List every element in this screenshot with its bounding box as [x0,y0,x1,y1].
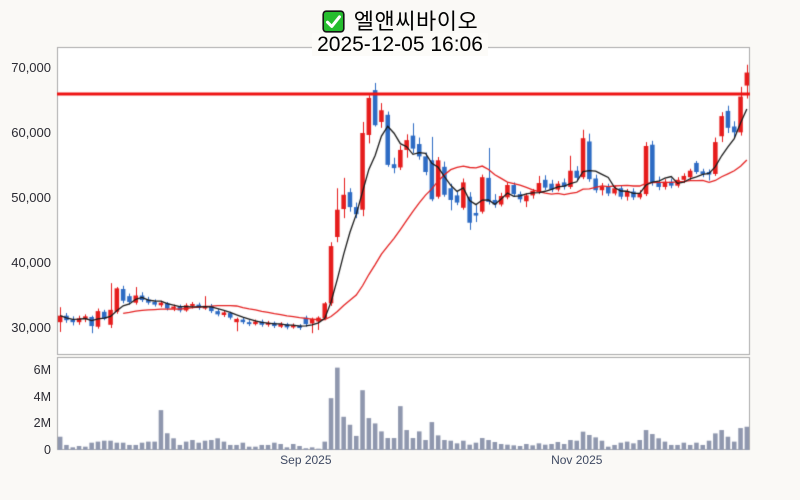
price-tick-label: 40,000 [11,255,51,271]
price-tick-label: 70,000 [11,59,51,75]
stock-name: 엘앤씨바이오 [353,9,479,34]
month-label: Sep 2025 [280,453,332,467]
chart-datetime: 2025-12-05 16:06 [0,33,800,57]
volume-tick-label: 0 [44,443,51,457]
price-tick-label: 30,000 [11,320,51,336]
volume-tick-label: 2M [33,416,51,431]
volume-tick-label: 6M [33,363,51,378]
chart-title: 엘앤씨바이오 [0,4,800,39]
checkbox-icon [322,10,345,39]
month-label: Nov 2025 [551,453,603,467]
volume-tick-label: 4M [33,389,51,404]
price-tick-label: 60,000 [11,125,51,140]
price-tick-label: 50,000 [11,190,51,205]
